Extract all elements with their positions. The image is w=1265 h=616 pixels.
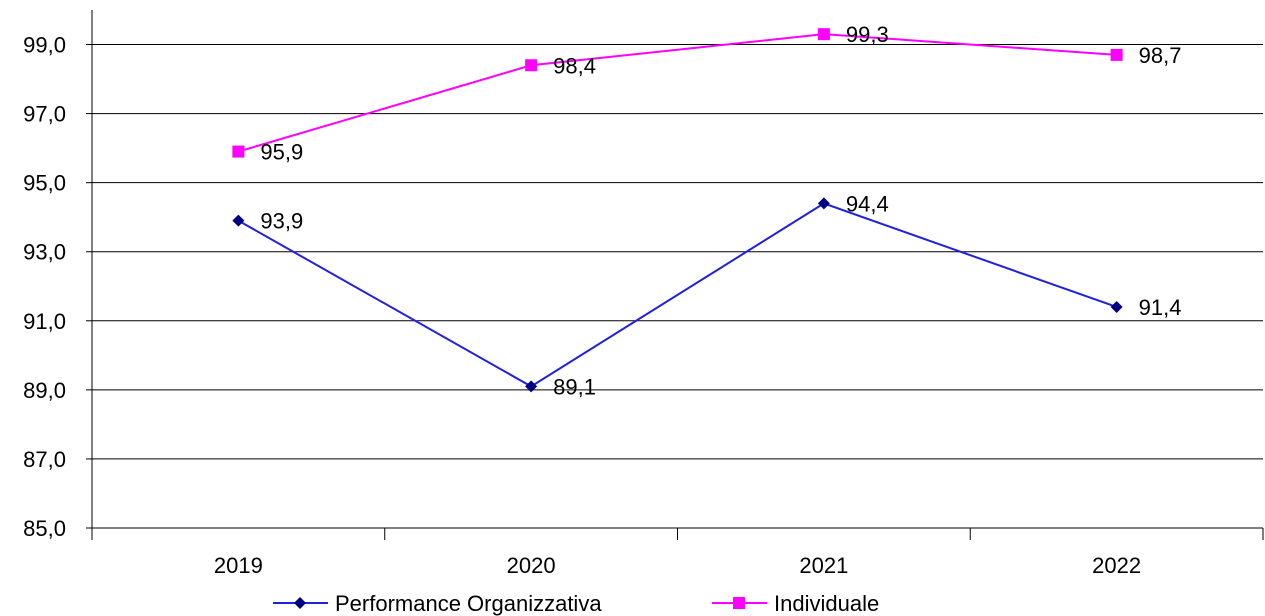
legend-marker-performance-organizzativa (294, 597, 306, 609)
x-tick-label: 2022 (1092, 553, 1141, 578)
axes: 85,0 87,0 89,0 91,0 93,0 95,0 97,0 99,0 2019 2020… (23, 10, 1264, 578)
y-tick-label: 97,0 (23, 102, 66, 127)
x-tick-label: 2019 (214, 553, 263, 578)
data-label-individuale: 99,3 (846, 22, 889, 47)
data-label-performance-organizzativa: 89,1 (553, 374, 596, 399)
y-tick-label: 89,0 (23, 378, 66, 403)
legend-label-individuale: Individuale (774, 591, 879, 616)
data-point-performance-organizzativa (817, 197, 830, 210)
series-group (232, 28, 1123, 393)
x-tick-label: 2021 (799, 553, 848, 578)
legend-label-performance-organizzativa: Performance Organizzativa (335, 591, 602, 616)
series-line-individuale (238, 33, 1117, 153)
data-label-individuale: 98,4 (553, 53, 596, 78)
y-tick-label: 99,0 (23, 33, 66, 58)
data-point-individuale (817, 28, 830, 41)
data-label-individuale: 98,7 (1139, 43, 1182, 68)
y-tick-label: 87,0 (23, 447, 66, 472)
series-line-performance-organizzativa (237, 202, 1117, 388)
grid-lines (92, 44, 1263, 529)
y-tick-label: 91,0 (23, 309, 66, 334)
data-point-individuale (232, 145, 245, 158)
legend: Performance Organizzativa Individuale (273, 591, 879, 616)
data-point-individuale (1110, 48, 1123, 61)
data-labels: 93,9 89,1 94,4 91,4 95,9 98,4 99,3 98,7 (260, 22, 1181, 399)
data-label-performance-organizzativa: 91,4 (1139, 295, 1182, 320)
data-label-individuale: 95,9 (260, 140, 303, 165)
y-tick-label: 95,0 (23, 171, 66, 196)
x-tick-label: 2020 (507, 553, 556, 578)
data-label-performance-organizzativa: 93,9 (260, 209, 303, 234)
data-point-performance-organizzativa (1110, 300, 1123, 313)
data-point-individuale (525, 59, 538, 72)
data-point-performance-organizzativa (232, 214, 245, 227)
data-label-performance-organizzativa: 94,4 (846, 191, 889, 216)
y-tick-label: 93,0 (23, 240, 66, 265)
data-point-performance-organizzativa (525, 380, 538, 393)
y-tick-label: 85,0 (23, 516, 66, 541)
legend-marker-individuale (733, 597, 745, 609)
